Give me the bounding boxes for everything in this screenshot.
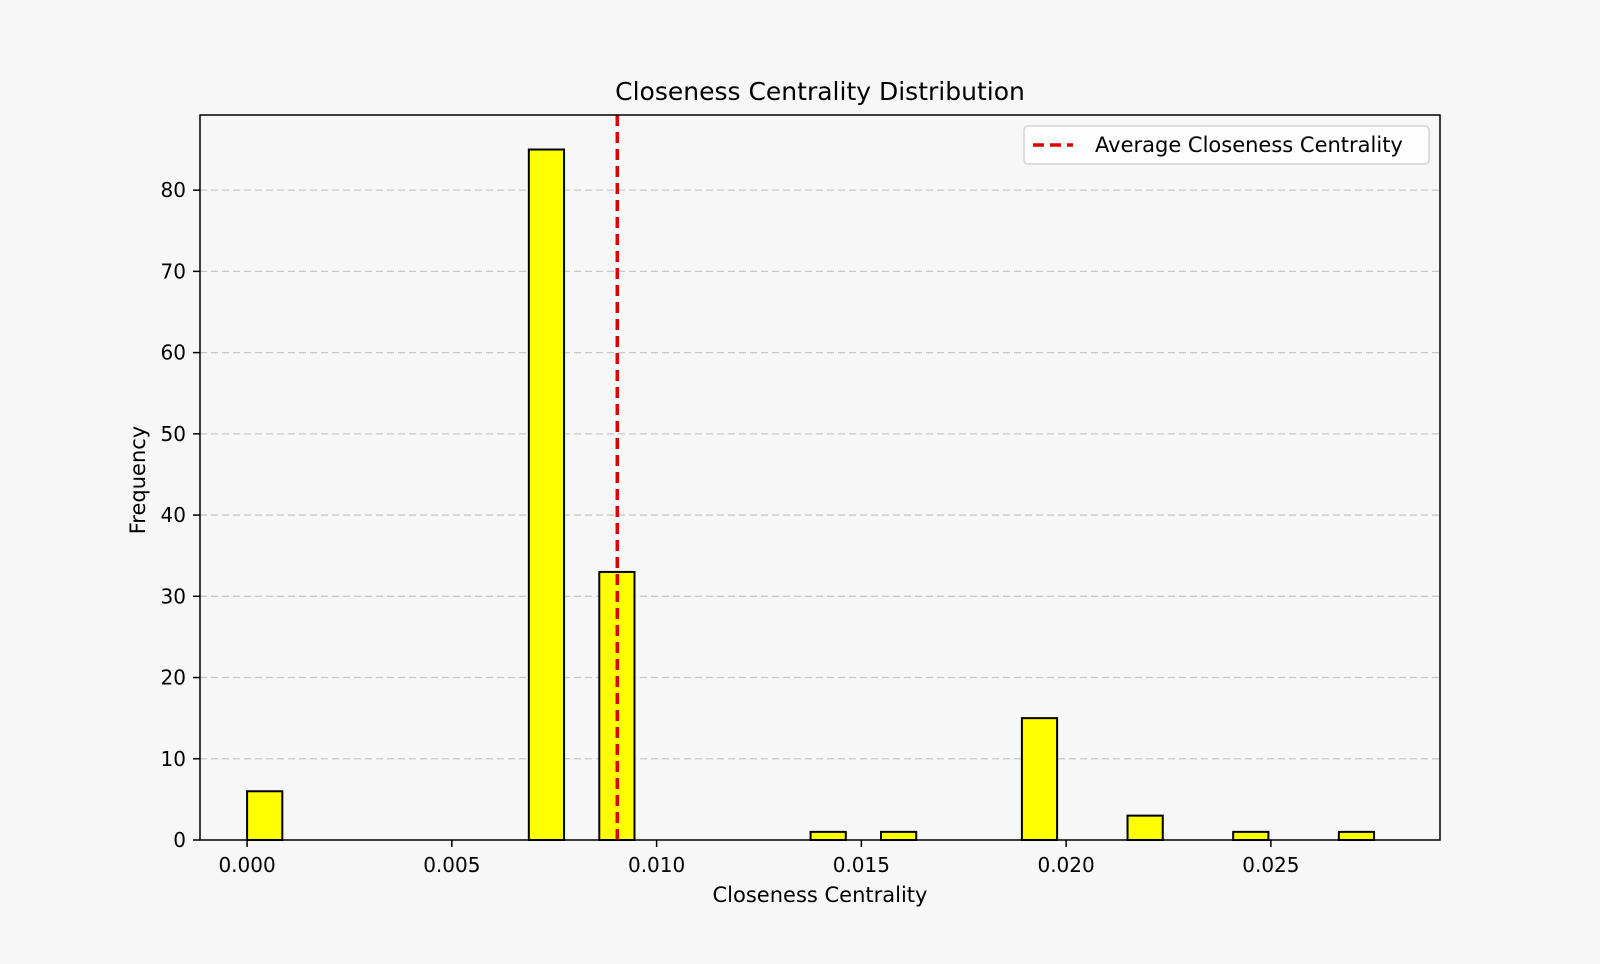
x-tick-label-3: 0.015 <box>833 853 890 877</box>
bar-4 <box>880 830 918 842</box>
bar-0 <box>246 790 284 841</box>
y-tick-label-5: 50 <box>161 422 186 446</box>
bar-7 <box>1232 830 1270 842</box>
legend: Average Closeness Centrality <box>1023 125 1430 165</box>
y-tick-label-6: 60 <box>161 341 186 365</box>
bar-1 <box>527 148 566 841</box>
plot-frame <box>199 114 1441 841</box>
y-tick-label-3: 30 <box>161 584 186 608</box>
bar-8 <box>1337 830 1376 842</box>
x-axis-ticks: 0.000 0.005 0.010 0.015 0.020 0.025 <box>218 840 1300 877</box>
bar-6 <box>1126 814 1164 841</box>
x-axis-label: Closeness Centrality <box>713 883 928 907</box>
y-tick-label-0: 0 <box>173 828 186 852</box>
chart-title: Closeness Centrality Distribution <box>615 77 1025 106</box>
x-tick-label-1: 0.005 <box>423 853 480 877</box>
x-tick-label-0: 0.000 <box>218 853 275 877</box>
bars <box>246 148 1376 842</box>
y-tick-label-7: 70 <box>161 259 186 283</box>
legend-box <box>1023 125 1430 165</box>
legend-average-label: Average Closeness Centrality <box>1095 133 1403 157</box>
y-axis-label: Frequency <box>126 426 150 535</box>
y-tick-label-1: 10 <box>161 747 186 771</box>
y-tick-label-4: 40 <box>161 503 186 527</box>
grid-lines <box>200 189 1440 760</box>
bar-3 <box>809 830 847 842</box>
y-tick-label-8: 80 <box>161 178 186 202</box>
x-tick-label-2: 0.010 <box>628 853 685 877</box>
y-axis-ticks: 0 10 20 30 40 50 60 70 80 <box>161 178 200 852</box>
bar-5 <box>1020 717 1059 841</box>
x-tick-label-5: 0.025 <box>1242 853 1299 877</box>
x-tick-label-4: 0.020 <box>1037 853 1094 877</box>
y-tick-label-2: 20 <box>161 666 186 690</box>
